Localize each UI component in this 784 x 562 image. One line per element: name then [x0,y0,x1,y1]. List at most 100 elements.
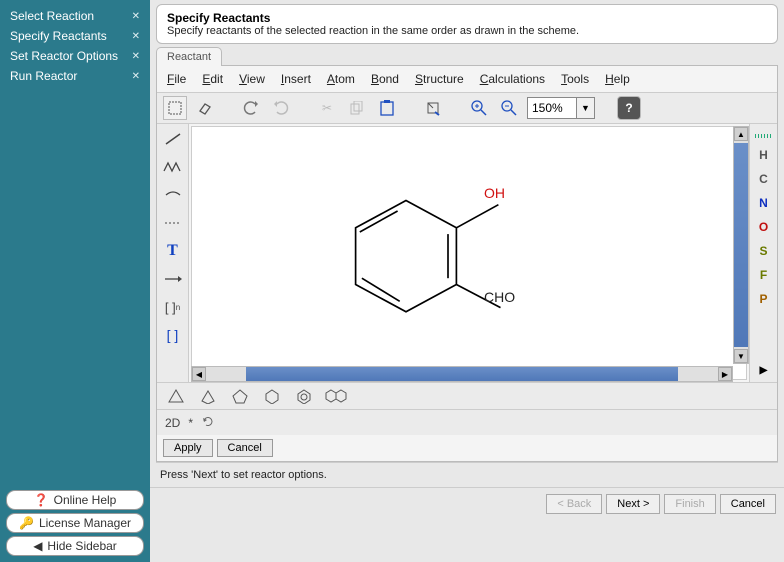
sidebar-item-run-reactor[interactable]: Run Reactor ✕ [0,66,150,86]
curve-tool[interactable] [161,184,185,206]
menubar: File Edit View Insert Atom Bond Structur… [157,66,777,92]
erase-tool-button[interactable] [193,96,217,120]
atom-h[interactable]: H [759,148,768,162]
sidebar-item-set-reactor-options[interactable]: Set Reactor Options ✕ [0,46,150,66]
cancel-button[interactable]: Cancel [217,439,273,457]
sidebar-item-select-reaction[interactable]: Select Reaction ✕ [0,6,150,26]
scroll-down-icon[interactable]: ▼ [734,349,748,363]
work-area: T [ ]n [ ] [157,124,777,382]
menu-calculations[interactable]: Calculations [480,72,545,86]
menu-insert[interactable]: Insert [281,72,311,86]
paste-button[interactable] [375,96,399,120]
atom-c[interactable]: C [759,172,768,186]
canvas[interactable]: OH CHO [191,126,747,380]
single-bond-tool[interactable] [161,128,185,150]
refresh-icon[interactable] [201,414,215,431]
zoom-control: ▼ [527,97,595,119]
close-icon[interactable]: ✕ [132,71,140,82]
close-icon[interactable]: ✕ [132,51,140,62]
apply-button[interactable]: Apply [163,439,213,457]
menu-tools[interactable]: Tools [561,72,589,86]
ring-toolbar [157,382,777,409]
text-tool[interactable]: T [161,240,185,262]
online-help-button[interactable]: ❓ Online Help [6,490,144,510]
help-icon: ❓ [34,493,49,507]
tab-row: Reactant [150,46,784,65]
menu-help[interactable]: Help [605,72,630,86]
scroll-h-track[interactable] [206,367,718,381]
atom-more-icon[interactable]: ▶ [760,365,768,376]
atom-p[interactable]: P [759,292,767,306]
vertical-scrollbar[interactable]: ▲ ▼ [733,126,749,364]
scroll-right-icon[interactable]: ▶ [718,367,732,381]
sidebar-footer: ❓ Online Help 🔑License Manager ◀Hide Side… [0,484,150,562]
scroll-h-thumb[interactable] [246,367,678,381]
atom-o[interactable]: O [759,220,768,234]
status-bar: 2D * [157,409,777,435]
zoom-out-button[interactable] [497,96,521,120]
cyclopentane-icon[interactable] [229,387,251,405]
close-icon[interactable]: ✕ [132,31,140,42]
cho-label: CHO [484,289,515,305]
select-tool-button[interactable] [163,96,187,120]
benzene-icon[interactable] [293,387,315,405]
bracket-tool[interactable]: [ ] [161,324,185,346]
sidebar-steps: Select Reaction ✕ Specify Reactants ✕ Set … [0,0,150,484]
license-manager-button[interactable]: 🔑License Manager [6,513,144,533]
menu-atom[interactable]: Atom [327,72,355,86]
oh-label: OH [484,185,505,201]
hide-sidebar-button[interactable]: ◀Hide Sidebar [6,536,144,556]
redo-button[interactable] [269,96,293,120]
close-icon[interactable]: ✕ [132,11,140,22]
sidebar-item-label: Select Reaction [10,9,94,23]
back-button[interactable]: < Back [546,494,602,514]
chain-tool[interactable] [161,156,185,178]
left-toolbar: T [ ]n [ ] [157,124,189,382]
menu-view[interactable]: View [239,72,265,86]
menu-edit[interactable]: Edit [202,72,223,86]
bracket-n-tool[interactable]: [ ]n [161,296,185,318]
dashed-tool[interactable] [161,212,185,234]
cut-button[interactable]: ✂ [315,96,339,120]
naphthalene-icon[interactable] [325,387,347,405]
apply-row: Apply Cancel [157,435,777,461]
wizard-cancel-button[interactable]: Cancel [720,494,776,514]
tab-reactant[interactable]: Reactant [156,47,222,66]
menu-structure[interactable]: Structure [415,72,464,86]
main-panel: Specify Reactants Specify reactants of t… [150,0,784,562]
button-label: Online Help [54,493,117,507]
clean-button[interactable] [421,96,445,120]
atom-f[interactable]: F [760,268,767,282]
zoom-dropdown-button[interactable]: ▼ [577,97,595,119]
palette-grip-icon [755,134,773,138]
page-subtitle: Specify reactants of the selected reacti… [167,25,767,37]
scroll-left-icon[interactable]: ◀ [192,367,206,381]
key-icon: 🔑 [19,516,34,530]
menu-file[interactable]: File [167,72,186,86]
atom-n[interactable]: N [759,196,768,210]
atom-palette: H C N O S F P ▶ [749,124,777,382]
sidebar-item-label: Run Reactor [10,69,77,83]
finish-button[interactable]: Finish [664,494,715,514]
sidebar-item-label: Specify Reactants [10,29,107,43]
zoom-in-button[interactable] [467,96,491,120]
scroll-up-icon[interactable]: ▲ [734,127,748,141]
sidebar-item-specify-reactants[interactable]: Specify Reactants ✕ [0,26,150,46]
scroll-v-thumb[interactable] [734,143,748,347]
cyclobutane-icon[interactable] [197,387,219,405]
cyclohexane-icon[interactable] [261,387,283,405]
arrow-tool[interactable] [161,268,185,290]
help-icon-button[interactable]: ? [617,96,641,120]
next-button[interactable]: Next > [606,494,660,514]
mode-label: 2D [165,416,180,430]
sidebar-item-label: Set Reactor Options [10,49,118,63]
horizontal-scrollbar[interactable]: ◀ ▶ [191,366,733,382]
undo-button[interactable] [239,96,263,120]
cyclopropane-icon[interactable] [165,387,187,405]
canvas-wrap: OH CHO ▲ ▼ ◀ ▶ [189,124,749,382]
menu-bond[interactable]: Bond [371,72,399,86]
button-label: Hide Sidebar [47,539,116,553]
copy-button[interactable] [345,96,369,120]
atom-s[interactable]: S [759,244,767,258]
zoom-input[interactable] [527,97,577,119]
